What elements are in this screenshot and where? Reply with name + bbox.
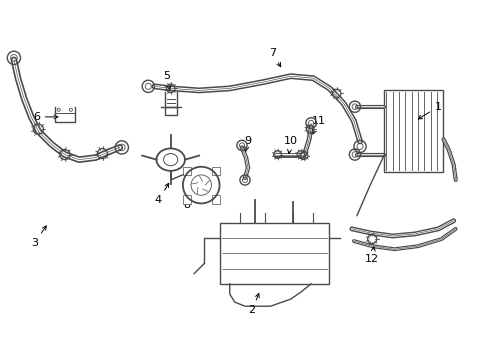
Text: 5: 5 [163,71,171,90]
Text: 10: 10 [284,136,298,153]
Bar [212,167,220,175]
Bar [183,195,191,203]
Text: 12: 12 [365,247,379,264]
Text: 1: 1 [418,102,442,119]
Text: 8: 8 [183,191,197,211]
Bar [385,90,443,172]
Text: 11: 11 [312,116,326,134]
Text: 9: 9 [245,136,252,152]
Bar [212,195,220,203]
Text: 3: 3 [31,226,47,248]
Bar [183,167,191,175]
Circle shape [183,167,220,203]
Text: 7: 7 [269,48,281,67]
Text: 2: 2 [248,293,259,315]
Text: 6: 6 [33,112,58,122]
Text: 4: 4 [155,183,169,205]
Bar [220,223,329,284]
Ellipse shape [156,148,185,171]
